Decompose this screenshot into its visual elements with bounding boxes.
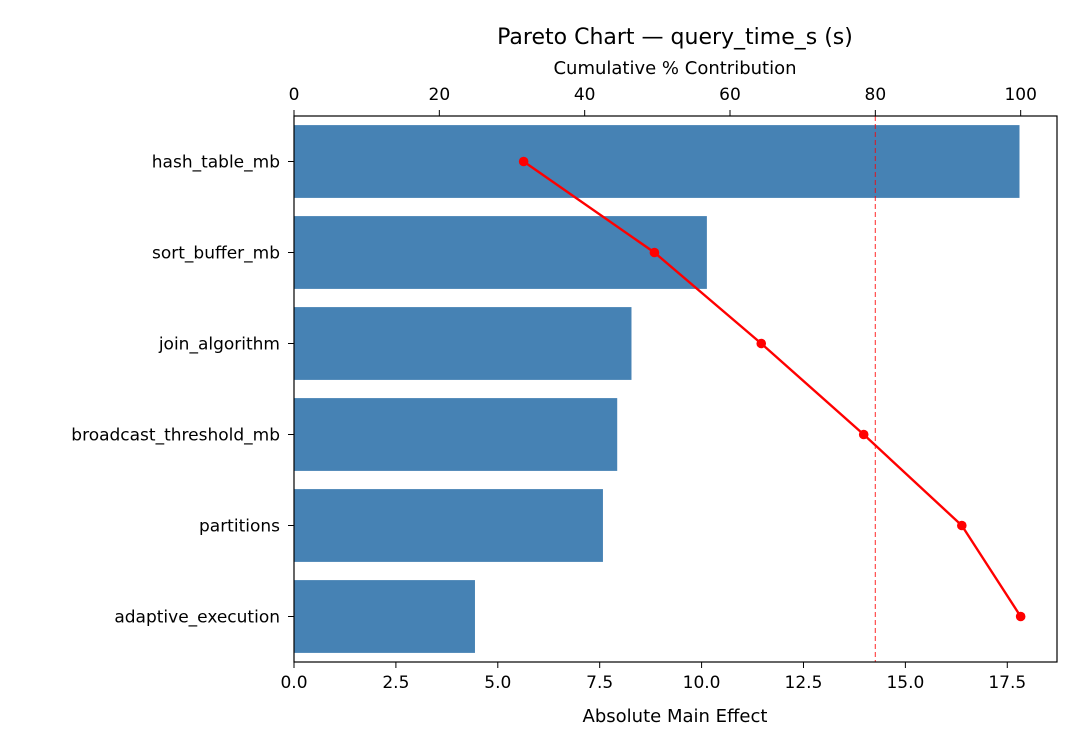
bar-adaptive_execution	[294, 580, 475, 653]
chart-title: Pareto Chart — query_time_s (s)	[497, 25, 853, 50]
bottom-axis-label: Absolute Main Effect	[583, 706, 768, 727]
y-tick-label: join_algorithm	[158, 335, 280, 355]
cumulative-line	[522, 160, 1022, 618]
y-tick-label: sort_buffer_mb	[152, 244, 280, 264]
x-tick-label: 17.5	[988, 673, 1026, 693]
y-tick-label: hash_table_mb	[152, 153, 280, 173]
x-tick-label: 12.5	[785, 673, 823, 693]
cumulative-point	[518, 156, 529, 167]
x-tick-label: 2.5	[382, 673, 409, 693]
x-tick-label: 15.0	[886, 673, 924, 693]
x2-tick-label: 60	[719, 85, 741, 105]
cumulative-point	[1015, 611, 1026, 622]
x2-tick-label: 20	[429, 85, 451, 105]
y-tick-label: broadcast_threshold_mb	[71, 426, 280, 446]
plot-frame	[293, 115, 1058, 663]
plot-area: hash_table_mb sort_buffer_mb join_algorith…	[71, 85, 1037, 693]
y-tick-label: adaptive_execution	[114, 608, 280, 628]
x2-tick-label: 100	[1004, 85, 1036, 105]
bar-partitions	[294, 489, 603, 562]
x2-tick-label: 80	[865, 85, 887, 105]
cumulative-point	[957, 520, 967, 531]
cumulative-point	[649, 247, 660, 258]
cumulative-point	[858, 429, 869, 440]
x2-tick-label: 40	[574, 85, 596, 105]
x-tick-label: 10.0	[683, 673, 721, 693]
x-tick-label: 0.0	[280, 673, 307, 693]
x-tick-label: 5.0	[484, 673, 511, 693]
y-tick-label: partitions	[199, 517, 280, 537]
bar-join_algorithm	[294, 307, 632, 380]
x-tick-label: 7.5	[586, 673, 613, 693]
bar-hash_table_mb	[294, 125, 1020, 198]
top-axis-label: Cumulative % Contribution	[553, 58, 796, 79]
bar-sort_buffer_mb	[294, 216, 707, 289]
cumulative-point	[756, 338, 767, 349]
x2-tick-label: 0	[289, 85, 300, 105]
bar-broadcast_threshold_mb	[294, 398, 618, 471]
